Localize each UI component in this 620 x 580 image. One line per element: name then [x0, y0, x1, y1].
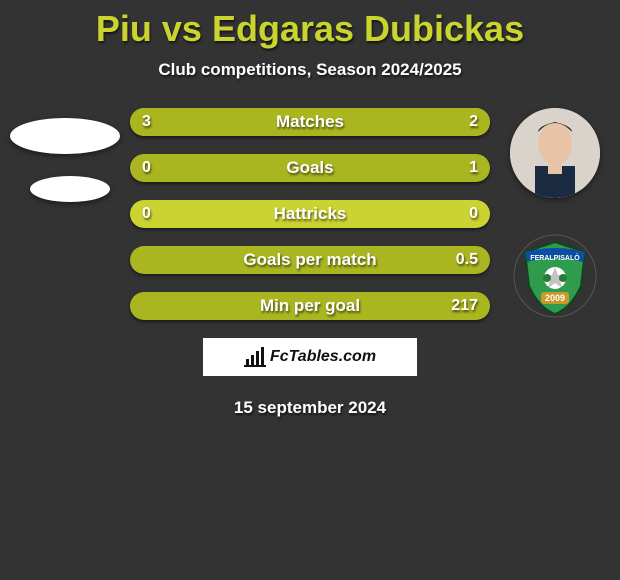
page-subtitle: Club competitions, Season 2024/2025 [0, 60, 620, 80]
bar-chart-icon [244, 347, 266, 367]
stat-label: Min per goal [130, 296, 490, 316]
stat-value-right: 2 [469, 113, 478, 131]
stat-value-right: 217 [451, 297, 478, 315]
player-left-club-placeholder [30, 176, 110, 202]
player-left-column [10, 108, 120, 202]
stat-label: Goals per match [130, 250, 490, 270]
stat-row: 0Hattricks0 [130, 200, 490, 228]
stat-value-right: 0.5 [456, 251, 478, 269]
stat-value-right: 1 [469, 159, 478, 177]
player-right-photo [510, 108, 600, 198]
page-title: Piu vs Edgaras Dubickas [0, 0, 620, 50]
stat-row: Min per goal217 [130, 292, 490, 320]
svg-text:2009: 2009 [545, 293, 565, 303]
stat-row: 3Matches2 [130, 108, 490, 136]
stat-label: Goals [130, 158, 490, 178]
stat-label: Hattricks [130, 204, 490, 224]
player-right-club-badge: FERALPISALÒ 2009 [513, 234, 597, 318]
svg-text:FERALPISALÒ: FERALPISALÒ [530, 253, 580, 262]
branding-text: FcTables.com [270, 348, 376, 366]
player-right-column: FERALPISALÒ 2009 [500, 108, 610, 318]
comparison-area: FERALPISALÒ 2009 3Matches20Goals10Hattri… [0, 108, 620, 320]
stat-label: Matches [130, 112, 490, 132]
stat-value-right: 0 [469, 205, 478, 223]
player-left-photo-placeholder [10, 118, 120, 154]
branding-banner: FcTables.com [203, 338, 417, 376]
snapshot-date: 15 september 2024 [0, 398, 620, 418]
stats-bars: 3Matches20Goals10Hattricks0Goals per mat… [130, 108, 490, 320]
stat-row: 0Goals1 [130, 154, 490, 182]
stat-row: Goals per match0.5 [130, 246, 490, 274]
